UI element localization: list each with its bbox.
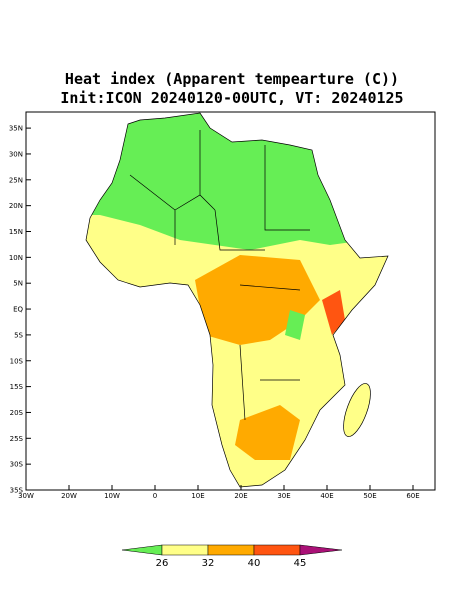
y-tick-label: 5S xyxy=(14,331,23,339)
x-tick-label: 20E xyxy=(234,492,247,500)
y-tick-label: 15N xyxy=(9,228,23,236)
y-tick-label: 35S xyxy=(10,487,24,495)
madagascar xyxy=(343,383,371,437)
title: Heat index (Apparent tempearture (C)) xyxy=(65,70,399,88)
x-tick-label: 20W xyxy=(61,492,77,500)
y-tick-label: 25N xyxy=(9,176,23,184)
y-tick-label: 10N xyxy=(9,254,23,262)
y-tick-label: 10S xyxy=(10,357,24,365)
y-tick-label: 25S xyxy=(10,435,24,443)
x-tick-label: 60E xyxy=(406,492,419,500)
colorbar-segment xyxy=(253,544,301,556)
colorbar-segment xyxy=(121,544,163,556)
x-tick-label: 40E xyxy=(320,492,333,500)
y-tick-label: 20S xyxy=(10,409,24,417)
y-tick-label: EQ xyxy=(13,306,23,314)
y-tick-label: 35N xyxy=(9,125,23,133)
x-tick-label: 0 xyxy=(153,492,157,500)
colorbar-segment xyxy=(161,544,209,556)
y-tick-label: 20N xyxy=(9,202,23,210)
africa xyxy=(86,113,388,487)
x-tick-label: 50E xyxy=(363,492,376,500)
y-tick-label: 30N xyxy=(9,150,23,158)
y-tick-label: 30S xyxy=(10,461,24,469)
colorbar-label: 32 xyxy=(202,558,215,569)
subtitle: Init:ICON 20240120-00UTC, VT: 20240125 xyxy=(60,89,403,107)
borders xyxy=(129,130,310,421)
coastline xyxy=(85,112,389,488)
y-tick-label: 5N xyxy=(13,280,23,288)
y-tick-label: 15S xyxy=(10,383,24,391)
colorbar-segment xyxy=(299,544,343,556)
colorbar-label: 26 xyxy=(156,558,169,569)
colorbar-label: 45 xyxy=(294,558,307,569)
x-tick-label: 30W xyxy=(18,492,34,500)
x-tick-label: 10E xyxy=(191,492,204,500)
x-tick-label: 30E xyxy=(277,492,290,500)
x-tick-label: 10W xyxy=(104,492,120,500)
colorbar-segment xyxy=(207,544,255,556)
colorbar-label: 40 xyxy=(248,558,261,569)
map-frame xyxy=(25,111,436,491)
